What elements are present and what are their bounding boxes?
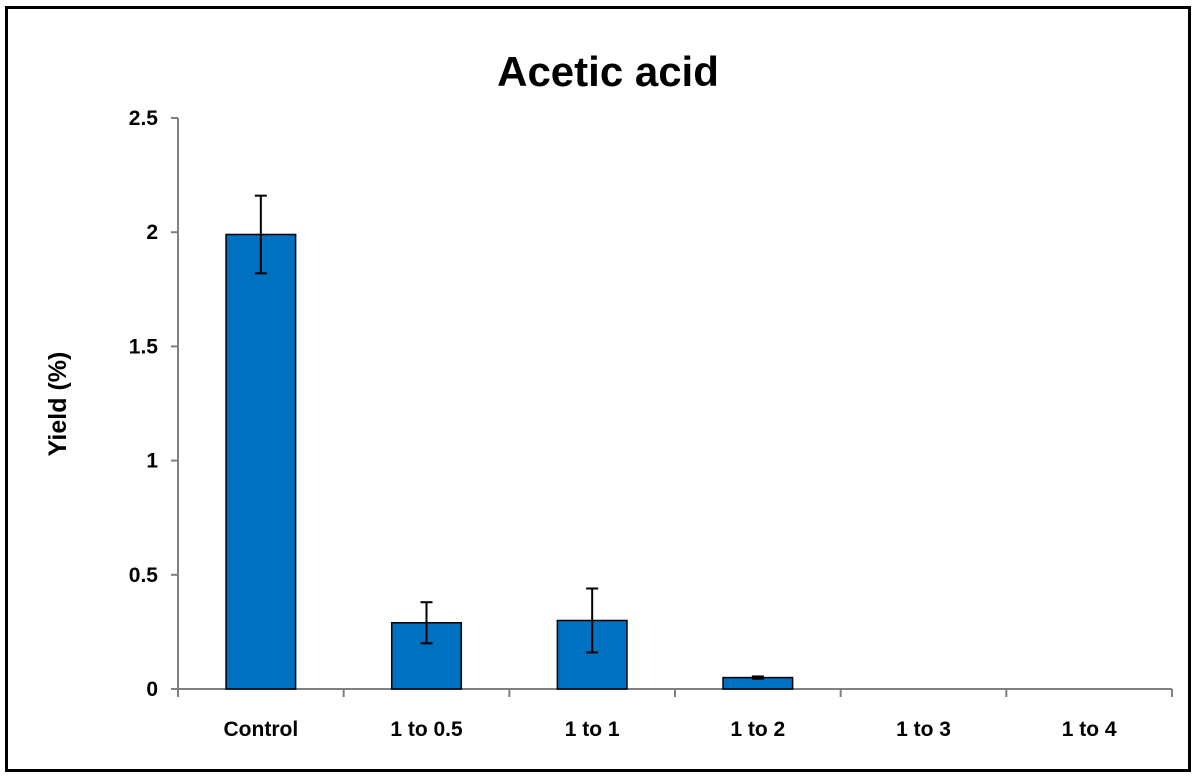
x-tick-label: 1 to 4 [1062, 718, 1117, 741]
y-tick-label: 0.5 [129, 564, 159, 587]
x-tick-label: 1 to 1 [565, 718, 620, 741]
bar [225, 233, 297, 690]
x-tick-label: Control [224, 718, 299, 741]
y-tick-label: 2 [146, 221, 158, 244]
y-axis-label: Yield (%) [44, 352, 72, 457]
y-tick-label: 0 [146, 678, 158, 701]
x-tick-label: 1 to 2 [730, 718, 785, 741]
plot-area: 0 0.5 1 1.5 2 2.5 Control 1 to 0.5 1 to 1 1 to 2 1… [129, 107, 1173, 741]
chart-frame: Acetic acid Yield (%) 0 0.5 1 1.5 2 2.5 Contro… [5, 6, 1191, 772]
y-tick-label: 1 [146, 450, 158, 473]
x-tick-label: 1 to 3 [896, 718, 951, 741]
chart-title: Acetic acid [497, 48, 719, 95]
y-tick-label: 1.5 [129, 335, 159, 358]
bar-chart: Acetic acid Yield (%) 0 0.5 1 1.5 2 2.5 Contro… [44, 48, 1173, 741]
y-tick-label: 2.5 [129, 107, 159, 130]
x-tick-label: 1 to 0.5 [390, 718, 463, 741]
